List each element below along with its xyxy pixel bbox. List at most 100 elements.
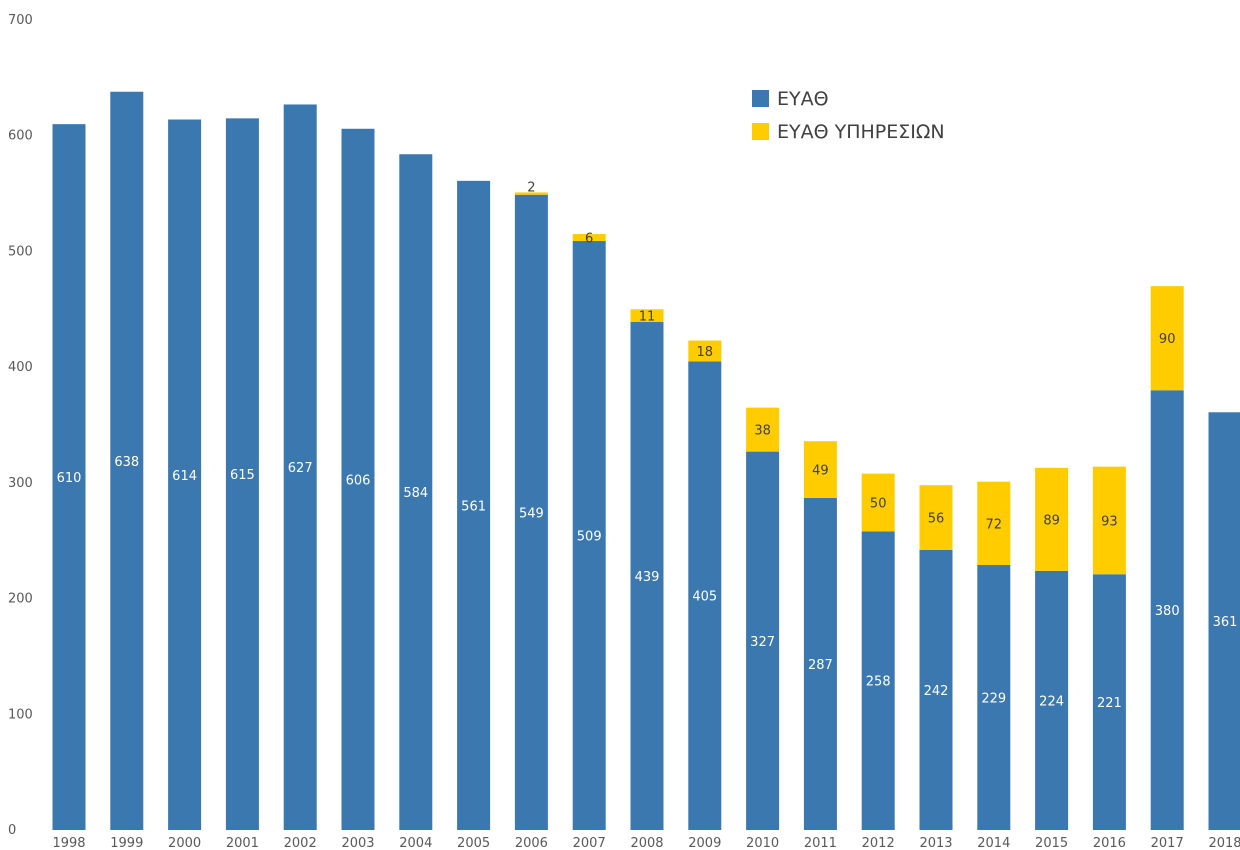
x-tick-label: 1999 [110,836,143,850]
data-label-evath-ypiresion: 2 [527,180,535,195]
data-label-evath: 242 [924,684,949,699]
x-tick-label: 2000 [168,836,201,850]
bar-evath [168,119,202,830]
bar-evath [341,128,375,830]
bar-evath [1092,574,1126,830]
bar-evath [52,124,86,830]
y-tick-label: 300 [8,476,33,491]
data-label-evath-ypiresion: 89 [1043,513,1060,528]
data-label-evath: 615 [230,468,255,483]
x-tick-label: 2001 [226,836,259,850]
data-label-evath: 610 [57,471,82,486]
data-label-evath-ypiresion: 50 [870,497,887,512]
data-label-evath-ypiresion: 49 [812,464,829,479]
x-tick-label: 2011 [804,836,837,850]
bar-evath [225,118,259,831]
data-label-evath: 405 [692,590,717,605]
bar-evath-ypiresion [746,407,780,452]
x-tick-label: 2009 [688,836,721,850]
x-tick-label: 2004 [399,836,432,850]
data-label-evath-ypiresion: 11 [639,310,656,325]
y-tick-label: 500 [8,244,33,259]
x-tick-label: 2003 [341,836,374,850]
bar-evath-ypiresion [861,473,895,532]
data-label-evath-ypiresion: 93 [1101,514,1118,529]
data-label-evath: 224 [1039,694,1064,709]
bar-evath-ypiresion [803,441,837,498]
x-tick-label: 2018 [1208,836,1240,850]
bar-evath [630,322,664,830]
data-label-evath-ypiresion: 18 [697,345,714,360]
legend: ΕΥΑΘ ΕΥΑΘ ΥΠΗΡΕΣΙΩΝ [752,88,945,143]
y-tick-label: 100 [8,707,33,722]
legend-label-evath: ΕΥΑΘ [777,88,829,110]
data-label-evath: 638 [114,455,139,470]
data-label-evath: 439 [635,570,660,585]
legend-swatch-evath [752,90,769,107]
bar-evath [457,180,491,831]
x-tick-label: 2012 [862,836,895,850]
data-label-evath: 549 [519,506,544,521]
bar-evath [919,549,953,830]
legend-label-evath-ypiresion: ΕΥΑΘ ΥΠΗΡΕΣΙΩΝ [777,121,945,143]
bar-evath [283,104,317,830]
x-tick-label: 2010 [746,836,779,850]
bar-evath [1208,412,1240,830]
data-label-evath-ypiresion: 72 [986,517,1003,532]
x-tick-label: 2005 [457,836,490,850]
bar-evath-ypiresion [977,481,1011,566]
data-label-evath: 287 [808,658,833,673]
y-axis: 0 100 200 300 400 500 600 700 [8,13,33,838]
bar-evath [688,361,722,830]
x-tick-label: 2007 [573,836,606,850]
x-tick-label: 2015 [1035,836,1068,850]
x-tick-label: 2016 [1093,836,1126,850]
data-label-evath: 584 [403,486,428,501]
bar-evath-ypiresion [630,309,664,323]
bar-evath [861,531,895,830]
bar-evath [803,497,837,830]
x-tick-label: 2008 [630,836,663,850]
x-tick-label: 2006 [515,836,548,850]
x-axis: 1998 1999 2000 2001 2002 2003 2004 2005 2006 2007… [52,836,1240,850]
x-tick-label: 2014 [977,836,1010,850]
bar-evath [399,154,433,830]
bar-evath-ypiresion [1035,467,1069,571]
data-label-evath-ypiresion: 38 [754,424,771,439]
data-label-evath: 614 [172,469,197,484]
bar-evath [572,241,606,830]
y-tick-label: 400 [8,360,33,375]
y-tick-label: 700 [8,13,33,28]
bar-evath-ypiresion [919,485,953,550]
bar-evath [1035,570,1069,830]
bar-evath [1150,390,1184,830]
y-tick-label: 200 [8,592,33,607]
x-tick-label: 2013 [919,836,952,850]
bar-evath [514,194,548,830]
y-tick-label: 600 [8,129,33,144]
data-label-evath-ypiresion: 90 [1159,332,1176,347]
data-label-evath: 327 [750,635,775,650]
x-tick-label: 2002 [284,836,317,850]
y-tick-label: 0 [8,823,16,838]
data-label-evath: 606 [346,473,371,488]
x-tick-label: 1998 [52,836,85,850]
data-label-evath: 361 [1213,615,1238,630]
bar-evath-ypiresion [688,340,722,362]
bar-evath-ypiresion [514,192,548,195]
data-label-evath: 627 [288,461,313,476]
bars-layer: 610 638 614 615 627 606 584 561 549 2 509 6 439 11 405… [52,91,1240,831]
data-label-evath: 221 [1097,696,1122,711]
bar-evath-ypiresion [1092,466,1126,575]
data-label-evath: 380 [1155,604,1180,619]
bar-evath [746,451,780,830]
bar-evath-ypiresion [572,234,606,242]
data-label-evath-ypiresion: 56 [928,512,945,527]
x-tick-label: 2017 [1151,836,1184,850]
bar-evath-ypiresion [1150,286,1184,391]
data-label-evath: 258 [866,675,891,690]
bar-evath [977,565,1011,830]
data-label-evath: 561 [461,499,486,514]
data-label-evath: 509 [577,530,602,545]
